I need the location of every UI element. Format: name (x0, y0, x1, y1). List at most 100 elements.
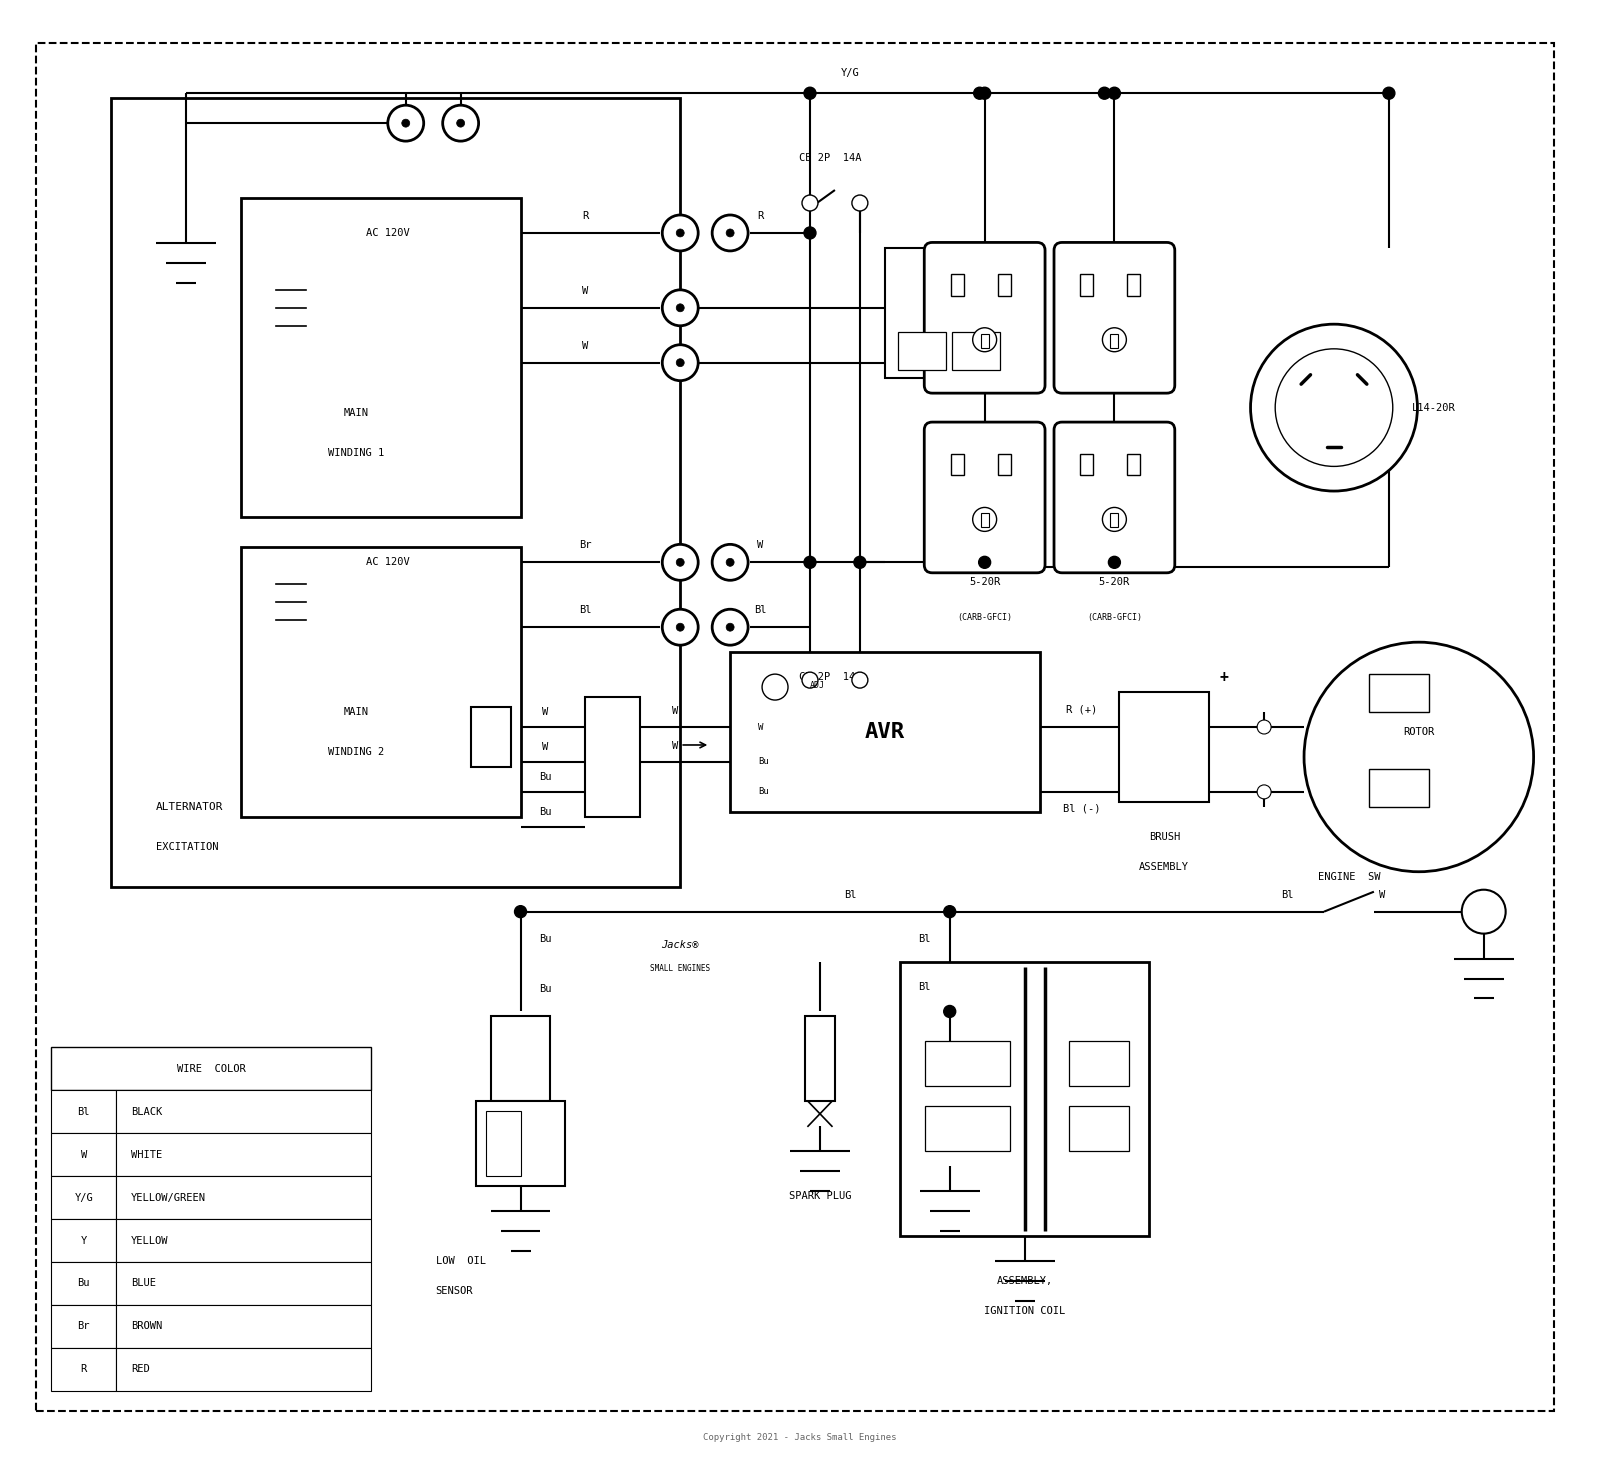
Bar (242, 547, 520, 817)
Circle shape (1102, 327, 1126, 352)
Text: Bu: Bu (539, 933, 552, 943)
Text: CB 2P  14A: CB 2P 14A (798, 672, 861, 682)
Text: WHITE: WHITE (131, 1150, 163, 1160)
Circle shape (456, 119, 464, 128)
Text: W: W (542, 742, 549, 753)
Text: SMALL ENGINES: SMALL ENGINES (650, 964, 710, 973)
Bar (51, 1348, 117, 1391)
Bar (117, 1090, 371, 1133)
Text: ROTOR: ROTOR (1403, 728, 1435, 736)
Text: Bu: Bu (758, 788, 770, 797)
Circle shape (1382, 87, 1395, 100)
Circle shape (944, 1005, 955, 1018)
Bar (117, 1133, 371, 1177)
Bar (1110, 513, 1118, 528)
Circle shape (712, 216, 749, 251)
Text: W: W (542, 707, 549, 717)
Text: BLACK: BLACK (131, 1106, 163, 1116)
Text: Bu: Bu (539, 807, 552, 817)
Circle shape (662, 345, 698, 380)
Bar (998, 274, 1011, 296)
Text: 5-20R: 5-20R (1099, 578, 1130, 587)
Circle shape (973, 327, 997, 352)
FancyBboxPatch shape (1054, 242, 1174, 393)
Text: SENSOR: SENSOR (435, 1287, 474, 1295)
Circle shape (851, 672, 867, 688)
Circle shape (662, 216, 698, 251)
Text: Bl: Bl (579, 606, 592, 615)
Bar (51, 1306, 117, 1348)
Text: Copyright 2021 - Jacks Small Engines: Copyright 2021 - Jacks Small Engines (704, 1433, 896, 1442)
Text: Y: Y (80, 1235, 86, 1245)
Circle shape (974, 87, 986, 100)
Text: Y/G: Y/G (75, 1193, 93, 1203)
Text: SPARK PLUG: SPARK PLUG (789, 1191, 851, 1201)
Text: Bl: Bl (918, 933, 931, 943)
Circle shape (726, 623, 734, 631)
Text: ASSEMBLY,: ASSEMBLY, (997, 1276, 1053, 1287)
Text: WIRE  COLOR: WIRE COLOR (176, 1064, 245, 1074)
Bar (470, 707, 510, 767)
Text: AC 120V: AC 120V (366, 227, 410, 238)
Circle shape (802, 195, 818, 211)
Circle shape (677, 359, 685, 367)
Text: YELLOW: YELLOW (131, 1235, 168, 1245)
Bar (475, 1102, 565, 1187)
Bar (117, 1177, 371, 1219)
Bar (51, 1047, 371, 1090)
Text: MAIN: MAIN (344, 707, 368, 717)
Text: Br: Br (78, 1322, 90, 1332)
Circle shape (677, 623, 685, 631)
FancyBboxPatch shape (925, 422, 1045, 572)
Circle shape (712, 544, 749, 581)
Bar (805, 1017, 835, 1102)
Text: W: W (672, 706, 678, 716)
Circle shape (677, 559, 685, 566)
Text: AC 120V: AC 120V (366, 557, 410, 568)
Text: LOW  OIL: LOW OIL (435, 1256, 486, 1266)
Text: ADJ: ADJ (810, 681, 826, 689)
Circle shape (1304, 643, 1534, 871)
Text: Bu: Bu (539, 983, 552, 993)
Text: 5-20R: 5-20R (970, 578, 1000, 587)
Text: W: W (582, 340, 589, 351)
Bar (1128, 453, 1141, 475)
Bar (998, 453, 1011, 475)
Text: CB 2P  14A: CB 2P 14A (798, 153, 861, 163)
Circle shape (1251, 324, 1418, 491)
Circle shape (1109, 87, 1120, 100)
Bar (491, 1017, 550, 1102)
Circle shape (677, 229, 685, 238)
Bar (925, 1106, 1010, 1152)
Text: Bu: Bu (78, 1278, 90, 1288)
Circle shape (1275, 349, 1392, 467)
Text: ENGINE  SW: ENGINE SW (1318, 871, 1381, 882)
Circle shape (402, 119, 410, 128)
Bar (1080, 453, 1093, 475)
Text: (CARB-GFCI): (CARB-GFCI) (957, 613, 1013, 622)
Text: BROWN: BROWN (131, 1322, 163, 1332)
Circle shape (726, 229, 734, 238)
Circle shape (762, 675, 789, 700)
Text: R: R (757, 211, 763, 222)
Text: Bl: Bl (1282, 889, 1294, 899)
Text: W: W (582, 286, 589, 296)
Bar (117, 1348, 371, 1391)
Bar (51, 1177, 117, 1219)
Bar (485, 1112, 520, 1177)
FancyBboxPatch shape (925, 242, 1045, 393)
Text: L14-20R: L14-20R (1411, 402, 1456, 412)
Text: (CARB-GFCI): (CARB-GFCI) (1086, 613, 1142, 622)
Text: YELLOW/GREEN: YELLOW/GREEN (131, 1193, 206, 1203)
Circle shape (979, 87, 990, 100)
Text: Jacks®: Jacks® (661, 939, 699, 949)
Circle shape (803, 556, 816, 568)
Circle shape (387, 106, 424, 141)
Bar (51, 1219, 117, 1262)
Text: R: R (582, 211, 589, 222)
Circle shape (1258, 720, 1270, 734)
Text: Bu: Bu (758, 757, 770, 766)
Circle shape (1258, 785, 1270, 800)
Circle shape (1109, 556, 1120, 568)
Bar (117, 1306, 371, 1348)
